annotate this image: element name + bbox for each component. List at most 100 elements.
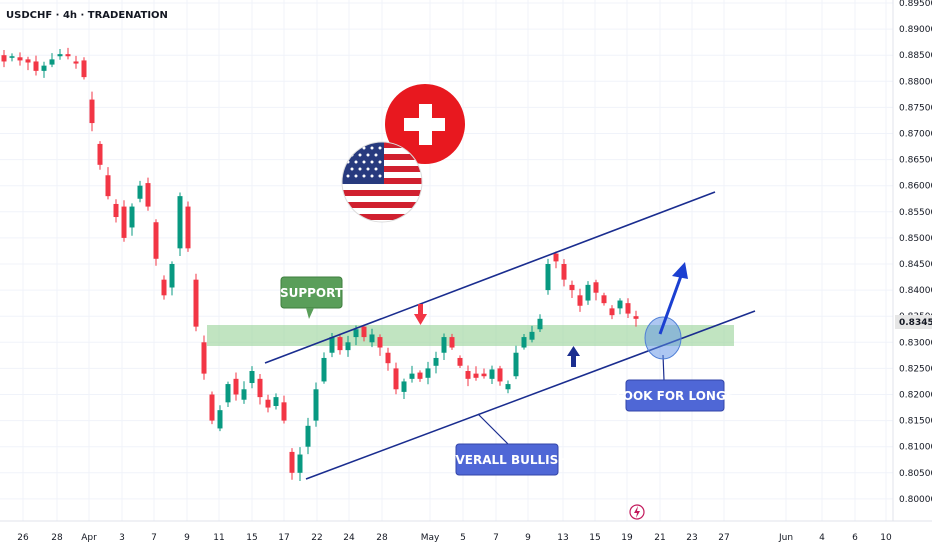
look-for-longs-label: LOOK FOR LONGS [616, 389, 735, 403]
candle [521, 333, 527, 350]
candle [9, 53, 15, 62]
x-tick-label: 3 [119, 533, 125, 543]
candle [265, 394, 271, 413]
candle [57, 48, 63, 60]
x-tick-label: 17 [278, 533, 289, 543]
current-price-badge: 0.83453 [895, 315, 932, 329]
look-for-longs-callout: LOOK FOR LONGS [616, 354, 735, 412]
candle [209, 391, 215, 425]
candle [617, 298, 623, 315]
x-tick-label: 23 [686, 533, 697, 543]
candle [305, 417, 311, 455]
candle [121, 200, 127, 242]
candle [129, 203, 135, 236]
x-tick-label: Jun [778, 533, 793, 543]
candle [537, 314, 543, 333]
x-tick-label: 5 [460, 533, 466, 543]
candle [441, 333, 447, 361]
candle [113, 199, 119, 223]
x-tick-label: 26 [17, 533, 29, 543]
x-tick-label: 19 [621, 533, 633, 543]
x-tick-label: 22 [311, 533, 322, 543]
candle [401, 378, 407, 399]
candle [17, 52, 23, 66]
x-tick-label: 7 [493, 533, 499, 543]
support-callout: SUPPORT [280, 276, 344, 319]
x-tick-label: 6 [852, 533, 858, 543]
candle [497, 365, 503, 386]
candle [145, 177, 151, 211]
candle [49, 53, 55, 68]
candle [73, 55, 79, 69]
y-tick-label: 0.80000 [899, 495, 932, 505]
candle [225, 381, 231, 408]
symbol-label: USDCHF [6, 10, 52, 21]
overall-bullish-callout: OVERALL BULLISH [446, 413, 568, 476]
channel-upper-line [264, 191, 716, 364]
candle [337, 333, 343, 355]
candle [393, 362, 399, 395]
candle [313, 382, 319, 427]
candles [1, 47, 639, 481]
x-tick-label: 9 [525, 533, 531, 543]
time-axis[interactable]: 26 28 Apr 3 7 9 11 15 17 22 24 28 May 5 7 9 13 15 19 21 23 27… [0, 520, 932, 543]
candle [217, 405, 223, 432]
candle [561, 259, 567, 287]
grid [0, 0, 893, 521]
candle [473, 366, 479, 381]
candle [249, 366, 255, 389]
x-tick-label: 13 [557, 533, 568, 543]
candle [297, 447, 303, 481]
candle [433, 351, 439, 374]
lightning-icon[interactable] [629, 504, 645, 520]
candle [369, 328, 375, 348]
x-tick-label: 15 [246, 533, 257, 543]
x-tick-label: 11 [213, 533, 224, 543]
candle [177, 192, 183, 256]
candle [281, 395, 287, 424]
candle [465, 365, 471, 387]
x-tick-label: 28 [51, 533, 63, 543]
candle [33, 55, 39, 76]
x-tick-label: 27 [718, 533, 729, 543]
candle [361, 324, 367, 342]
candle [409, 365, 415, 383]
candle [489, 365, 495, 384]
candle [41, 61, 47, 78]
interval-label: 4h [63, 10, 77, 21]
candle [273, 393, 279, 410]
candle [385, 347, 391, 371]
candle [81, 57, 87, 80]
candle [65, 47, 71, 60]
source-label: TRADENATION [88, 10, 168, 21]
us-flag-icon [341, 141, 423, 223]
candle [97, 141, 103, 170]
candle [601, 292, 607, 306]
red-down-arrow-icon [414, 304, 427, 325]
candle [169, 261, 175, 296]
candle [513, 345, 519, 380]
x-tick-label: 28 [376, 533, 388, 543]
long-entry-circle [644, 316, 682, 360]
candle [417, 370, 423, 382]
x-tick-label: May [421, 533, 440, 543]
candle [553, 251, 559, 269]
candle [457, 355, 463, 369]
x-tick-label: 24 [343, 533, 355, 543]
candle [321, 352, 327, 384]
candle [481, 368, 487, 379]
candle [529, 325, 535, 343]
candle [505, 380, 511, 394]
candle [233, 372, 239, 401]
